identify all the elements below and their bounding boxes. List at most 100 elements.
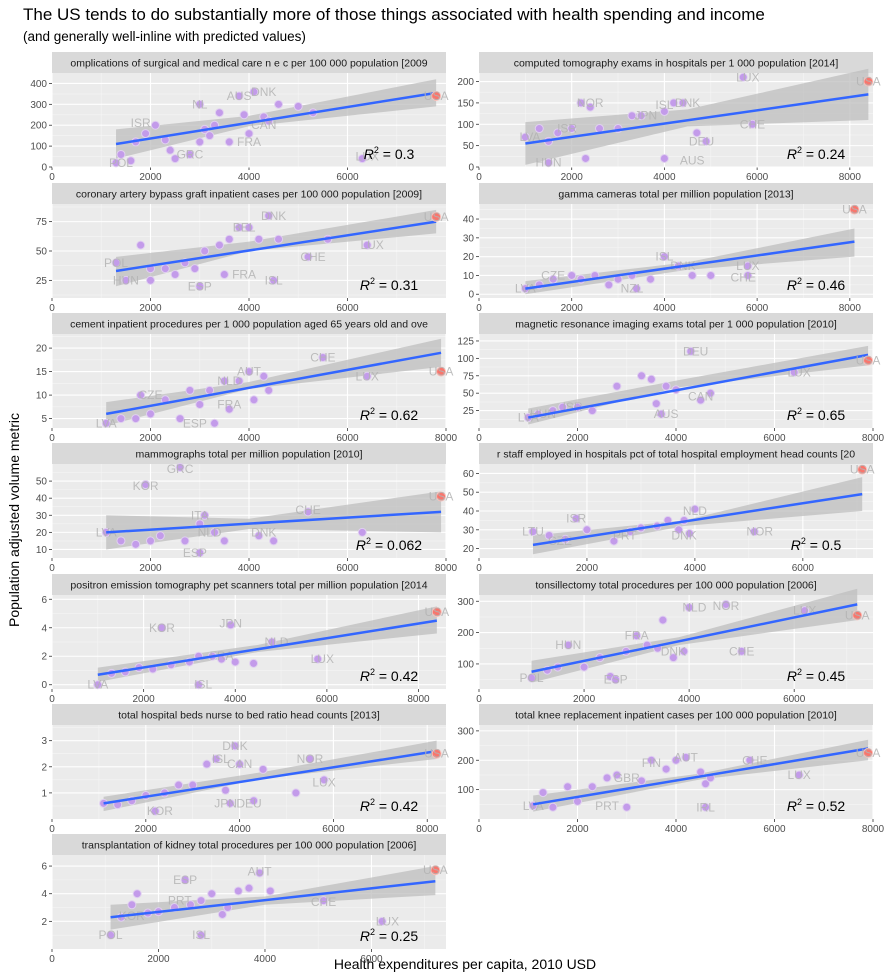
- data-point: [230, 741, 240, 751]
- data-point: [165, 145, 175, 155]
- data-point: [111, 258, 121, 268]
- y-tick-label: 0: [468, 163, 474, 174]
- data-point: [681, 752, 691, 762]
- data-point: [646, 374, 656, 384]
- country-label: LTU: [522, 525, 544, 539]
- facet-panel-8: positron emission tomography pet scanner…: [41, 574, 449, 705]
- data-point: [706, 270, 716, 280]
- y-tick-label: 6: [41, 595, 47, 606]
- data-point: [219, 536, 229, 546]
- x-tick-label: 2000: [139, 433, 162, 444]
- country-label: DNK: [222, 739, 247, 753]
- data-point: [582, 525, 592, 535]
- y-tick-label: 200: [30, 121, 47, 132]
- country-label: ISR: [566, 512, 586, 526]
- x-tick-label: 6000: [360, 954, 383, 965]
- facet-title: total hospital beds nurse to bed ratio h…: [118, 710, 380, 722]
- r-squared-annotation: R2 = 0.062: [356, 536, 422, 553]
- x-tick-label: 2000: [147, 954, 170, 965]
- data-point: [548, 802, 558, 812]
- country-label: LUX: [376, 914, 399, 928]
- country-label: ISL: [265, 273, 283, 287]
- country-label: LVA: [523, 799, 544, 813]
- regression-line: [528, 353, 869, 419]
- y-tick-label: 0: [41, 163, 47, 174]
- data-point: [636, 111, 646, 121]
- country-label: JPN: [635, 109, 658, 123]
- data-point: [563, 782, 573, 792]
- data-point: [234, 376, 244, 386]
- data-point: [544, 158, 554, 168]
- country-label: CHE: [731, 270, 756, 284]
- y-tick-label: 2: [41, 762, 47, 773]
- data-point: [745, 755, 755, 765]
- y-tick-label: 200: [457, 77, 474, 88]
- y-tick-label: 3: [41, 736, 47, 747]
- us-point: [431, 211, 442, 222]
- x-tick-label: 8000: [862, 824, 885, 835]
- data-point: [671, 755, 681, 765]
- data-point: [567, 124, 577, 134]
- x-tick-label: 6000: [763, 433, 786, 444]
- data-point: [269, 536, 279, 546]
- data-point: [221, 785, 231, 795]
- data-point: [175, 414, 185, 424]
- data-point: [258, 764, 268, 774]
- facet-panel-7: r staff employed in hospitals pct of tot…: [463, 443, 875, 574]
- data-point: [146, 409, 155, 419]
- x-tick-label: 2000: [135, 824, 158, 835]
- facet-panel-10: total hospital beds nurse to bed ratio h…: [41, 704, 449, 835]
- data-point: [234, 223, 244, 232]
- data-point: [254, 531, 264, 541]
- data-point: [175, 462, 185, 472]
- facet-title: omplications of surgical and medical car…: [70, 58, 427, 70]
- r-squared-annotation: R2 = 0.45: [787, 667, 846, 684]
- data-point: [200, 246, 210, 256]
- data-point: [319, 775, 329, 785]
- data-point: [225, 798, 235, 808]
- y-tick-label: 25: [36, 276, 48, 287]
- data-point: [234, 91, 244, 101]
- x-tick-label: 0: [476, 694, 482, 705]
- y-tick-label: 4: [41, 623, 47, 634]
- country-label: CZE: [139, 388, 163, 402]
- data-point: [567, 270, 577, 280]
- y-tick-label: 20: [463, 544, 475, 555]
- data-point: [538, 788, 548, 798]
- us-label: USA: [856, 75, 881, 89]
- data-point: [264, 385, 274, 395]
- x-tick-label: 4000: [678, 694, 701, 705]
- y-tick-label: 4: [41, 889, 47, 900]
- data-point: [587, 406, 597, 416]
- data-point: [224, 137, 234, 147]
- data-point: [692, 128, 702, 138]
- data-point: [274, 234, 284, 244]
- country-label: KOR: [149, 621, 175, 635]
- data-point: [233, 886, 243, 896]
- country-label: PRT: [168, 894, 192, 908]
- country-label: GBR: [614, 771, 640, 785]
- y-tick-label: 0: [41, 680, 47, 691]
- x-tick-label: 0: [476, 433, 482, 444]
- us-label: USA: [856, 746, 881, 760]
- facet-panel-11: total knee replacement inpatient cases p…: [457, 704, 885, 835]
- country-label: LUX: [736, 70, 759, 84]
- chart-title: The US tends to do substantially more of…: [23, 5, 765, 24]
- y-tick-label: 100: [457, 120, 474, 131]
- data-point: [319, 896, 329, 906]
- y-tick-label: 125: [457, 336, 474, 347]
- data-point: [259, 371, 269, 381]
- data-point: [174, 780, 184, 790]
- country-label: IRL: [696, 800, 715, 814]
- x-tick-label: 4000: [684, 563, 707, 574]
- data-point: [155, 531, 165, 541]
- facet-title: gamma cameras total per million populati…: [558, 189, 793, 201]
- data-point: [357, 154, 367, 164]
- facet-strip: [479, 574, 873, 595]
- data-point: [661, 764, 671, 774]
- x-tick-label: 2000: [139, 172, 162, 183]
- country-label: GRC: [167, 462, 194, 476]
- y-tick-label: 20: [36, 344, 48, 355]
- x-tick-label: 0: [49, 954, 55, 965]
- confidence-band: [97, 606, 437, 682]
